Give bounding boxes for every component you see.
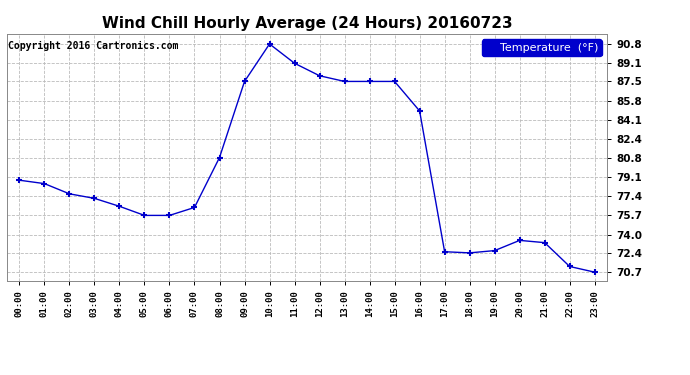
Title: Wind Chill Hourly Average (24 Hours) 20160723: Wind Chill Hourly Average (24 Hours) 201… — [101, 16, 513, 31]
Text: Copyright 2016 Cartronics.com: Copyright 2016 Cartronics.com — [8, 41, 179, 51]
Legend: Temperature  (°F): Temperature (°F) — [482, 39, 602, 56]
